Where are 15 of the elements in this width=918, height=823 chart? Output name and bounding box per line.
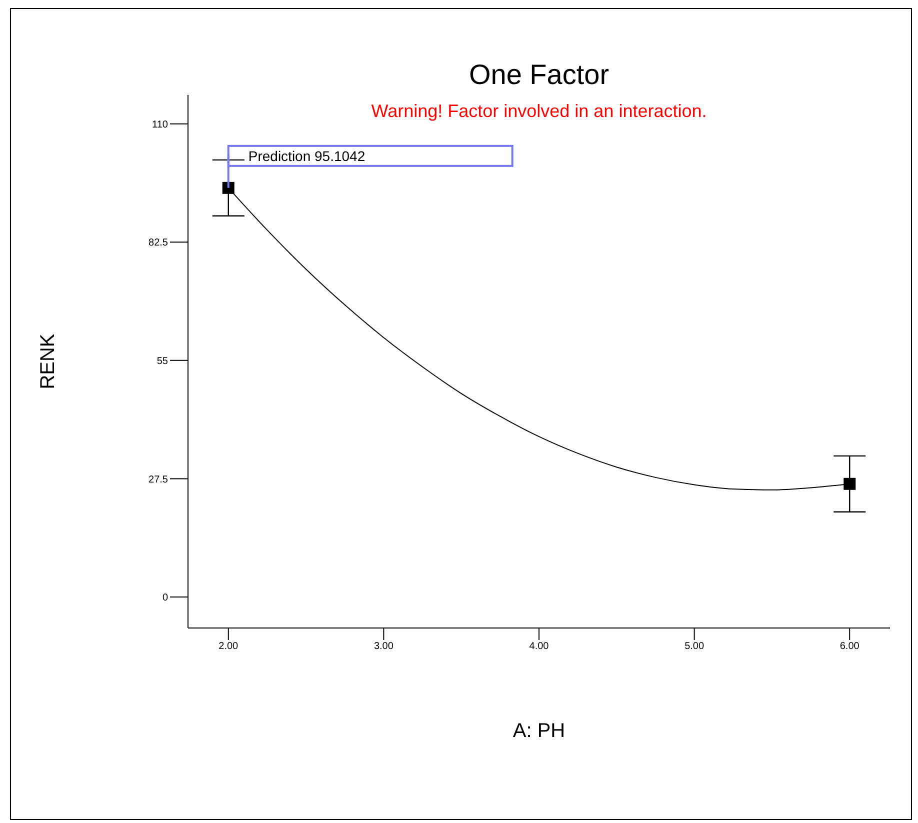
y-tick-label: 82.5 xyxy=(148,238,168,249)
x-tick-label: 2.00 xyxy=(218,641,239,652)
x-axis-title: A: PH xyxy=(512,720,566,742)
chart-title: One Factor xyxy=(468,59,610,91)
x-tick-label: 5.00 xyxy=(684,641,704,652)
y-tick-label: 0 xyxy=(162,592,168,604)
y-tick-label: 55 xyxy=(156,356,168,367)
annotation: Prediction 95.1042 xyxy=(248,148,366,164)
y-axis-title: RENK xyxy=(37,333,60,390)
x-tick-label: 4.00 xyxy=(529,641,550,652)
annotation: Warning! Factor involved in an interaction. xyxy=(370,101,708,122)
y-tick-label: 110 xyxy=(152,119,168,130)
y-tick-label: 27.5 xyxy=(148,474,168,486)
x-tick-label: 3.00 xyxy=(374,641,394,652)
x-tick-label: 6.00 xyxy=(840,641,860,652)
